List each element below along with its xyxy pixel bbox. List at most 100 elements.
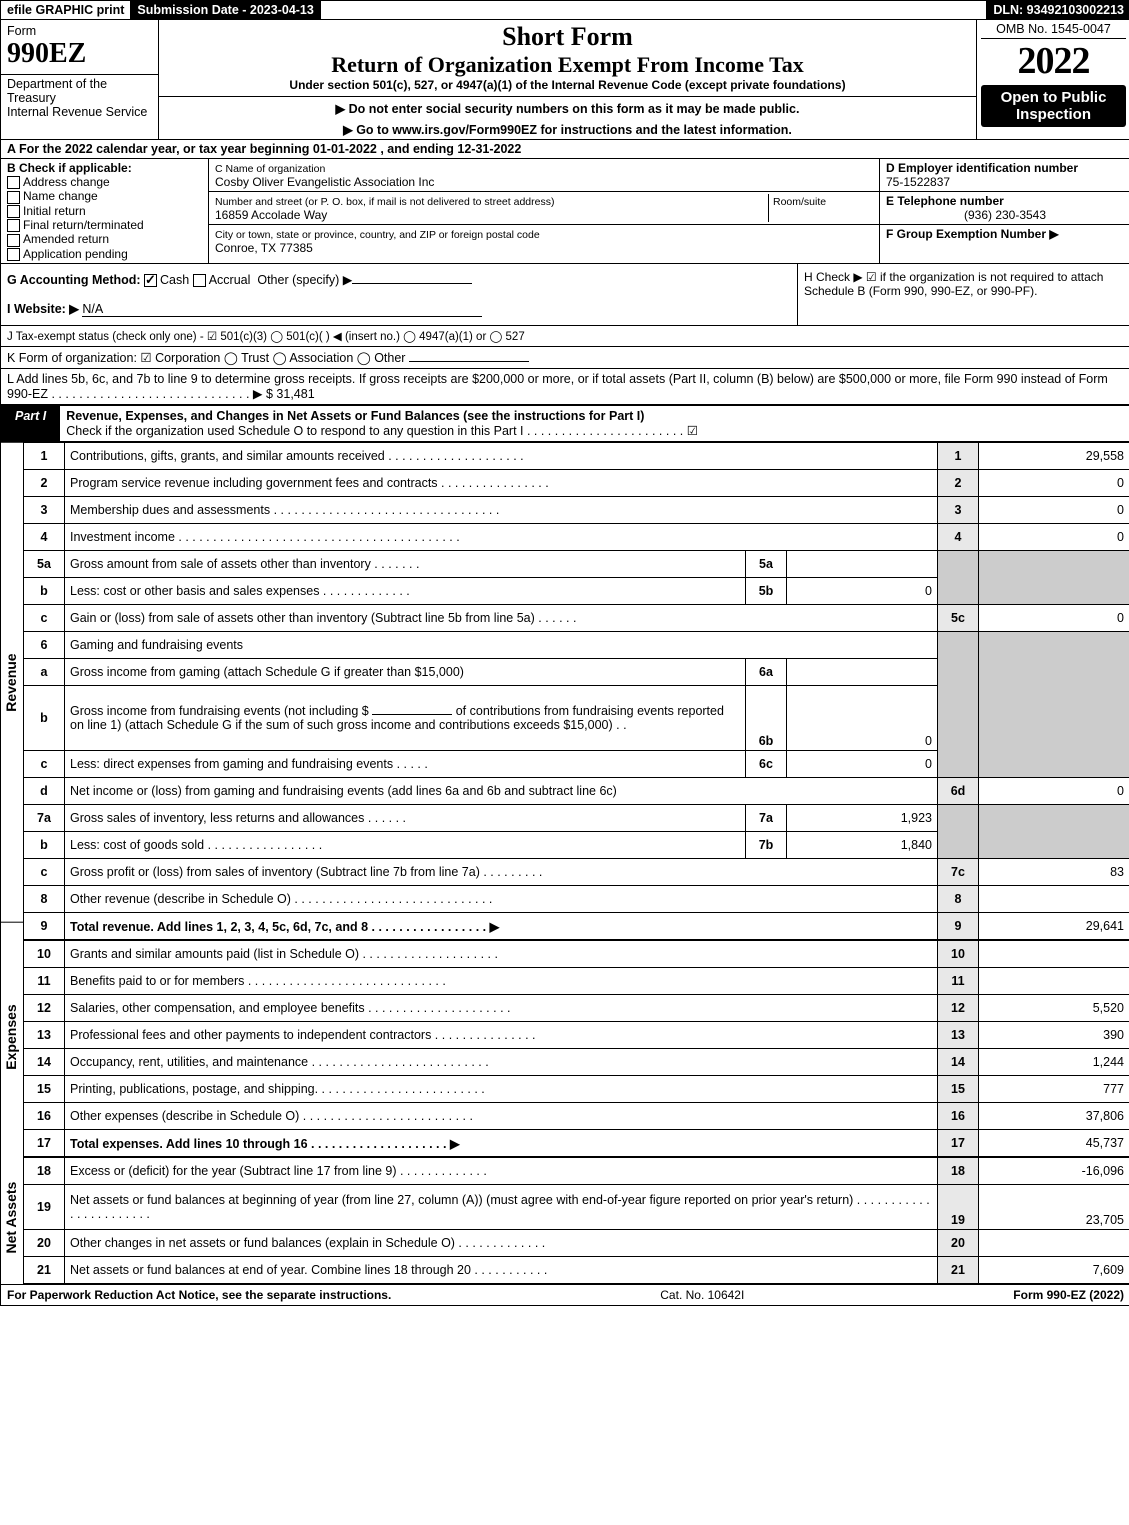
header: Form 990EZ Department of the Treasury In… [1,20,1129,140]
org-name-label: C Name of organization [215,163,325,175]
side-netassets: Net Assets [1,1151,23,1285]
submission-date: Submission Date - 2023-04-13 [131,1,320,19]
footer-cat-no: Cat. No. 10642I [391,1288,1013,1302]
efile-print[interactable]: efile GRAPHIC print [1,1,131,19]
form-word: Form [7,24,152,38]
line-21: 21Net assets or fund balances at end of … [24,1257,1129,1284]
tax-year: 2022 [981,39,1126,83]
org-name: Cosby Oliver Evangelistic Association In… [215,175,434,189]
lbl-application-pending: Application pending [23,247,128,261]
form-container: efile GRAPHIC print Submission Date - 20… [0,0,1129,1306]
line-4: 4Investment income . . . . . . . . . . .… [24,524,1129,551]
line-3: 3Membership dues and assessments . . . .… [24,497,1129,524]
city-label: City or town, state or province, country… [215,229,540,241]
chk-address-change[interactable] [7,176,20,189]
dln: DLN: 93492103002213 [986,1,1129,19]
line-6: 6Gaming and fundraising events [24,632,1129,659]
part1-body: Revenue Expenses Net Assets 1Contributio… [1,442,1129,1284]
row-l-gross-receipts: L Add lines 5b, 6c, and 7b to line 9 to … [1,369,1129,406]
lbl-initial-return: Initial return [23,204,86,218]
footer-left: For Paperwork Reduction Act Notice, see … [7,1288,391,1302]
side-expenses: Expenses [1,922,23,1151]
line-7a: 7aGross sales of inventory, less returns… [24,805,1129,832]
lbl-final-return: Final return/terminated [23,218,144,232]
room-label: Room/suite [773,196,826,208]
dept-treasury: Department of the Treasury [7,77,107,105]
footer: For Paperwork Reduction Act Notice, see … [1,1284,1129,1305]
line-2: 2Program service revenue including gover… [24,470,1129,497]
lbl-cash: Cash [160,273,189,287]
chk-initial-return[interactable] [7,205,20,218]
title-main: Return of Organization Exempt From Incom… [165,52,970,78]
chk-accrual[interactable] [193,274,206,287]
line-5c: cGain or (loss) from sale of assets othe… [24,605,1129,632]
col-b-checkboxes: B Check if applicable: Address change Na… [1,159,209,263]
warning-link[interactable]: ▶ Go to www.irs.gov/Form990EZ for instru… [165,122,970,137]
row-j-tax-exempt: J Tax-exempt status (check only one) - ☑… [1,326,1129,347]
title-short-form: Short Form [165,22,970,52]
header-right: OMB No. 1545-0047 2022 Open to Public In… [976,20,1129,139]
line-7c: cGross profit or (loss) from sales of in… [24,859,1129,886]
row-k-text: K Form of organization: ☑ Corporation ◯ … [7,351,405,365]
chk-amended-return[interactable] [7,234,20,247]
line-15: 15Printing, publications, postage, and s… [24,1076,1129,1103]
line-17: 17Total expenses. Add lines 10 through 1… [24,1130,1129,1158]
line-6b-text1: Gross income from fundraising events (no… [70,704,369,718]
city-state-zip: Conroe, TX 77385 [215,241,313,255]
line-16: 16Other expenses (describe in Schedule O… [24,1103,1129,1130]
ein-value: 75-1522837 [886,175,950,189]
line-18: 18Excess or (deficit) for the year (Subt… [24,1157,1129,1185]
header-left: Form 990EZ Department of the Treasury In… [1,20,159,139]
line-5a: 5aGross amount from sale of assets other… [24,551,1129,578]
irs-label: Internal Revenue Service [7,105,147,119]
line-8: 8Other revenue (describe in Schedule O) … [24,886,1129,913]
lines-table: 1Contributions, gifts, grants, and simil… [24,442,1129,1284]
info-block: B Check if applicable: Address change Na… [1,159,1129,264]
open-to-public: Open to Public Inspection [981,85,1126,127]
side-revenue: Revenue [1,442,23,922]
col-d-ids: D Employer identification number 75-1522… [879,159,1129,263]
header-center: Short Form Return of Organization Exempt… [159,20,976,139]
chk-final-return[interactable] [7,219,20,232]
website-value: N/A [82,302,482,317]
omb-number: OMB No. 1545-0047 [981,22,1126,39]
accounting-method-label: G Accounting Method: [7,273,141,287]
footer-form-ref: Form 990-EZ (2022) [1013,1288,1124,1302]
line-9: 9Total revenue. Add lines 1, 2, 3, 4, 5c… [24,913,1129,941]
line-11: 11Benefits paid to or for members . . . … [24,968,1129,995]
chk-application-pending[interactable] [7,248,20,261]
other-method-input[interactable] [352,283,472,284]
chk-cash[interactable] [144,274,157,287]
lbl-accrual: Accrual [209,273,251,287]
chk-name-change[interactable] [7,191,20,204]
line-1: 1Contributions, gifts, grants, and simil… [24,443,1129,470]
tel-value: (936) 230-3543 [886,208,1124,222]
tel-label: E Telephone number [886,194,1004,208]
other-org-input[interactable] [409,361,529,362]
row-g-h: G Accounting Method: Cash Accrual Other … [1,264,1129,326]
group-exemption-label: F Group Exemption Number ▶ [886,227,1059,241]
lbl-address-change: Address change [23,175,110,189]
col-b-title: B Check if applicable: [7,161,132,175]
warning-ssn: ▶ Do not enter social security numbers o… [165,101,970,116]
lbl-name-change: Name change [23,189,98,203]
line-12: 12Salaries, other compensation, and empl… [24,995,1129,1022]
line-14: 14Occupancy, rent, utilities, and mainte… [24,1049,1129,1076]
line-10: 10Grants and similar amounts paid (list … [24,940,1129,968]
street-address: 16859 Accolade Way [215,208,327,222]
form-number: 990EZ [7,38,152,70]
row-l-value: 31,481 [276,387,314,401]
line-6b-blank[interactable] [372,714,452,715]
section-h: H Check ▶ ☑ if the organization is not r… [797,264,1129,325]
line-20: 20Other changes in net assets or fund ba… [24,1230,1129,1257]
part1-tab: Part I [1,406,60,441]
row-k-form-org: K Form of organization: ☑ Corporation ◯ … [1,347,1129,369]
line-19: 19Net assets or fund balances at beginni… [24,1185,1129,1230]
street-label: Number and street (or P. O. box, if mail… [215,196,554,208]
row-l-text: L Add lines 5b, 6c, and 7b to line 9 to … [7,372,1108,401]
line-13: 13Professional fees and other payments t… [24,1022,1129,1049]
section-a-tax-year: A For the 2022 calendar year, or tax yea… [1,140,1129,159]
part1-header: Part I Revenue, Expenses, and Changes in… [1,406,1129,442]
col-c-org-info: C Name of organization Cosby Oliver Evan… [209,159,879,263]
top-bar: efile GRAPHIC print Submission Date - 20… [1,1,1129,20]
